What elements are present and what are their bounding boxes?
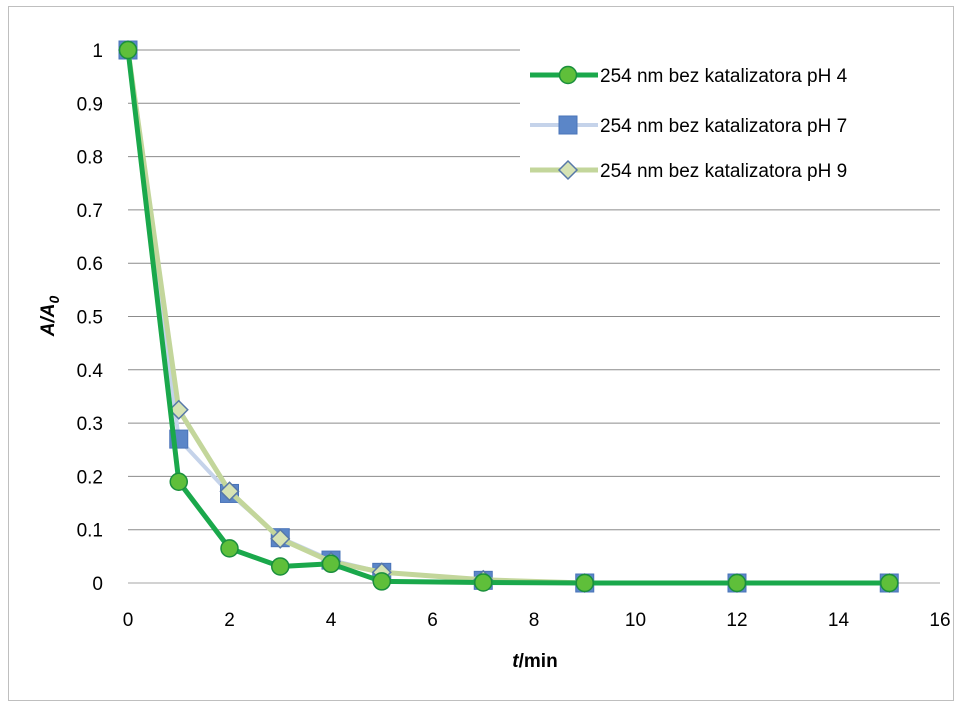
x-tick-label: 12 bbox=[726, 610, 747, 631]
y-tick-label: 0.4 bbox=[77, 361, 104, 382]
x-tick-label: 4 bbox=[326, 610, 337, 631]
y-tick-labels: 0 0.1 0.2 0.3 0.4 0.5 0.6 0.7 0.8 0.9 1 bbox=[77, 41, 104, 595]
x-tick-label: 16 bbox=[929, 610, 950, 631]
data-point bbox=[168, 399, 189, 420]
y-axis-title-sub: 0 bbox=[46, 296, 62, 304]
data-point bbox=[219, 481, 240, 502]
y-tick-label: 0.6 bbox=[77, 254, 103, 275]
legend-swatch-marker bbox=[557, 159, 579, 181]
x-tick-label: 6 bbox=[427, 610, 438, 631]
data-point bbox=[880, 573, 899, 593]
series-line bbox=[125, 49, 890, 586]
data-point bbox=[575, 573, 594, 593]
x-axis-title-var: t bbox=[512, 651, 519, 672]
y-tick-label: 0.7 bbox=[77, 201, 103, 222]
y-axis-title: A/A0 bbox=[38, 296, 62, 338]
axis-titles: t/min A/A0 bbox=[38, 296, 558, 672]
data-point bbox=[118, 40, 138, 60]
series-layer bbox=[117, 39, 900, 594]
x-axis-title-unit: /min bbox=[519, 651, 558, 672]
x-tick-label: 0 bbox=[123, 610, 134, 631]
legend-swatch-marker bbox=[558, 115, 578, 135]
legend-label: 254 nm bez katalizatora pH 4 bbox=[600, 66, 848, 87]
y-tick-label: 0 bbox=[92, 574, 103, 595]
data-point bbox=[372, 572, 391, 591]
x-tick-label: 14 bbox=[828, 610, 850, 631]
legend-entry: 254 nm bez katalizatora pH 9 bbox=[530, 159, 847, 182]
y-tick-label: 0.2 bbox=[77, 467, 103, 488]
y-tick-label: 0.9 bbox=[77, 94, 103, 115]
y-tick-label: 0.3 bbox=[77, 414, 103, 435]
x-tick-label: 8 bbox=[529, 610, 540, 631]
data-point bbox=[169, 472, 188, 491]
x-tick-label: 2 bbox=[224, 610, 235, 631]
data-point bbox=[271, 557, 290, 576]
legend-entry: 254 nm bez katalizatora pH 4 bbox=[530, 65, 848, 87]
data-point bbox=[474, 573, 493, 592]
data-point bbox=[727, 573, 747, 593]
y-tick-label: 1 bbox=[92, 41, 103, 62]
legend-entry: 254 nm bez katalizatora pH 7 bbox=[530, 115, 847, 137]
y-axis-title-main: A/A bbox=[38, 304, 59, 338]
y-tick-label: 0.1 bbox=[77, 521, 103, 542]
y-tick-label: 0.5 bbox=[77, 308, 103, 329]
legend-label: 254 nm bez katalizatora pH 9 bbox=[600, 161, 847, 182]
x-tick-label: 10 bbox=[625, 610, 646, 631]
x-axis-title: t/min bbox=[512, 651, 557, 672]
series-circle bbox=[118, 40, 899, 593]
data-point bbox=[270, 528, 291, 549]
x-tick-labels: 0 2 4 6 8 10 12 14 16 bbox=[123, 610, 951, 631]
data-point bbox=[321, 554, 341, 574]
legend-label: 254 nm bez katalizatora pH 7 bbox=[600, 116, 847, 137]
y-tick-label: 0.8 bbox=[77, 148, 103, 169]
data-point bbox=[220, 539, 239, 558]
legend-swatch-marker bbox=[558, 65, 578, 85]
legend: 254 nm bez katalizatora pH 4 254 nm bez k… bbox=[520, 46, 940, 194]
